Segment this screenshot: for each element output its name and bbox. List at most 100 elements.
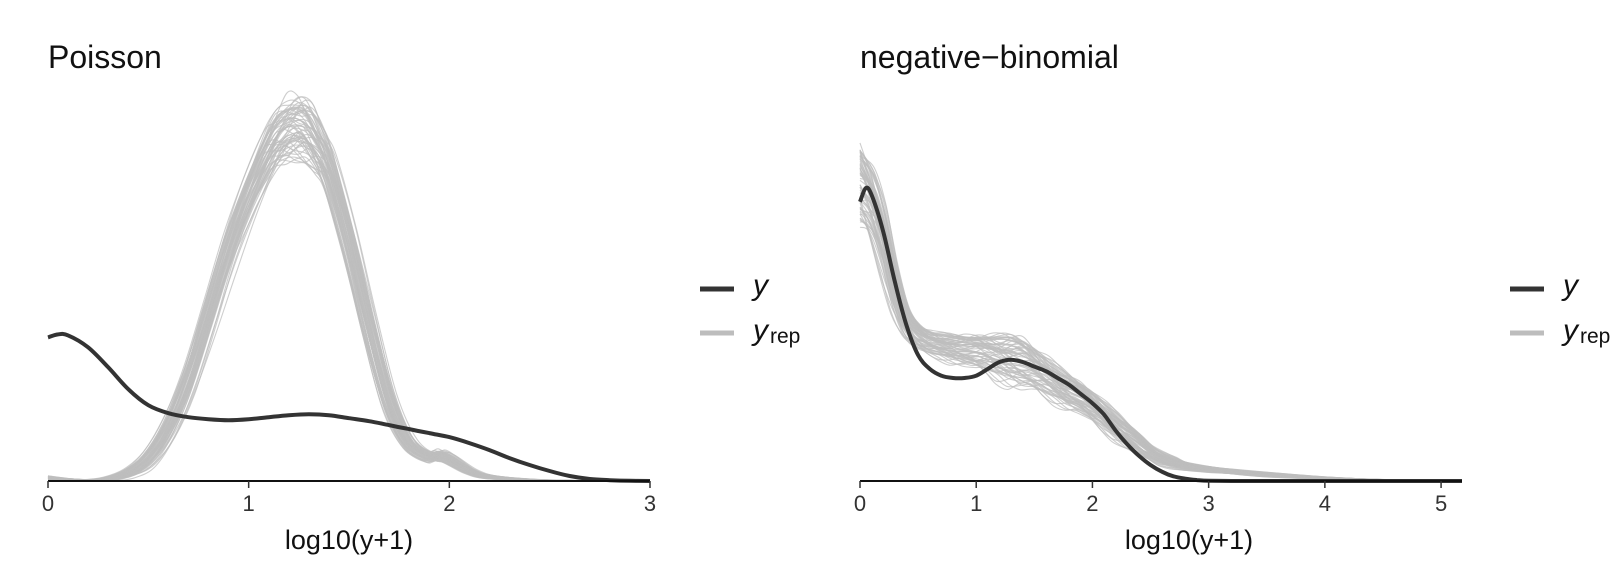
yrep-curve bbox=[47, 106, 649, 482]
yrep-curve bbox=[47, 99, 651, 482]
yrep-curve bbox=[859, 151, 1463, 482]
x-tick-label: 1 bbox=[243, 491, 255, 516]
yrep-curve bbox=[47, 104, 651, 482]
yrep-curve bbox=[859, 166, 1463, 482]
poisson-y-curve-group bbox=[47, 331, 651, 483]
negative-binomial-panel: negative−binomial 0 1 2 3 4 5 log10(y+1) bbox=[854, 39, 1463, 555]
yrep-curve bbox=[47, 138, 649, 482]
yrep-curve bbox=[47, 118, 644, 482]
yrep-curve bbox=[47, 116, 651, 482]
yrep-curve bbox=[47, 142, 650, 482]
yrep-curve bbox=[47, 124, 650, 482]
yrep-curve bbox=[859, 155, 1463, 482]
yrep-curve bbox=[859, 155, 1462, 482]
x-tick-label: 0 bbox=[42, 491, 54, 516]
x-tick-label: 1 bbox=[970, 491, 982, 516]
x-tick-label: 3 bbox=[644, 491, 656, 516]
yrep-curve bbox=[47, 110, 651, 482]
yrep-curve bbox=[47, 108, 648, 482]
yrep-curve bbox=[47, 140, 649, 482]
yrep-curve bbox=[859, 167, 1461, 482]
yrep-curve bbox=[859, 189, 1463, 482]
yrep-curve bbox=[859, 162, 1461, 482]
legend-yrep-main: y bbox=[751, 314, 770, 347]
yrep-curve bbox=[47, 119, 647, 482]
yrep-curve bbox=[47, 111, 651, 482]
yrep-curve bbox=[859, 200, 1460, 482]
yrep-curve bbox=[859, 172, 1463, 482]
yrep-curve bbox=[859, 158, 1458, 482]
yrep-curve bbox=[47, 96, 651, 482]
yrep-curve bbox=[859, 171, 1463, 482]
yrep-curve bbox=[47, 110, 651, 482]
legend-y-label: y bbox=[751, 269, 770, 302]
yrep-curve bbox=[47, 125, 651, 482]
yrep-curve bbox=[47, 145, 650, 482]
poisson-x-ticks: 0 1 2 3 bbox=[42, 481, 656, 516]
yrep-curve bbox=[859, 168, 1458, 482]
yrep-curve bbox=[47, 101, 651, 482]
yrep-curve bbox=[859, 142, 1463, 482]
yrep-curve bbox=[859, 177, 1463, 482]
yrep-curve bbox=[47, 140, 651, 482]
poisson-yrep-curves bbox=[47, 90, 651, 482]
yrep-curve bbox=[47, 144, 650, 482]
legend-y-label: y bbox=[1561, 269, 1580, 302]
legend-yrep-label: yrep bbox=[1561, 314, 1610, 348]
yrep-curve bbox=[859, 149, 1458, 482]
yrep-curve bbox=[859, 158, 1463, 482]
yrep-curve bbox=[859, 212, 1459, 482]
yrep-curve bbox=[859, 149, 1463, 482]
negative-binomial-title: negative−binomial bbox=[860, 39, 1119, 75]
yrep-curve bbox=[47, 145, 644, 482]
yrep-curve bbox=[859, 155, 1463, 482]
poisson-panel: Poisson 0 1 2 3 log10(y+1) bbox=[42, 39, 656, 555]
yrep-curve bbox=[859, 174, 1460, 482]
yrep-curve bbox=[47, 117, 651, 482]
x-tick-label: 2 bbox=[1086, 491, 1098, 516]
yrep-curve bbox=[47, 132, 649, 482]
yrep-curve bbox=[47, 135, 644, 482]
negbin-yrep-curves bbox=[859, 142, 1463, 482]
yrep-curve bbox=[859, 160, 1462, 482]
yrep-curve bbox=[47, 123, 651, 482]
yrep-curve bbox=[47, 136, 646, 482]
yrep-curve bbox=[47, 118, 651, 482]
yrep-curve bbox=[47, 142, 650, 482]
negbin-x-ticks: 0 1 2 3 4 5 bbox=[854, 481, 1447, 516]
legend-yrep-subscript: rep bbox=[1580, 325, 1610, 348]
poisson-legend: y yrep bbox=[700, 269, 800, 348]
yrep-curve bbox=[47, 117, 647, 482]
y-observed-curve bbox=[858, 185, 1462, 484]
x-tick-label: 4 bbox=[1319, 491, 1331, 516]
x-tick-label: 5 bbox=[1435, 491, 1447, 516]
yrep-curve bbox=[859, 168, 1463, 482]
yrep-curve bbox=[47, 117, 645, 482]
negbin-x-axis-label: log10(y+1) bbox=[1125, 525, 1253, 555]
yrep-curve bbox=[47, 99, 646, 482]
yrep-curve bbox=[859, 217, 1458, 482]
yrep-curve bbox=[47, 106, 645, 482]
yrep-curve bbox=[47, 131, 651, 482]
yrep-curve bbox=[47, 108, 646, 482]
yrep-curve bbox=[859, 169, 1463, 482]
yrep-curve bbox=[47, 104, 650, 482]
yrep-curve bbox=[859, 150, 1463, 482]
yrep-curve bbox=[47, 107, 649, 482]
yrep-curve bbox=[47, 129, 651, 482]
yrep-curve bbox=[859, 157, 1462, 482]
yrep-curve bbox=[47, 128, 651, 482]
legend-yrep-main: y bbox=[1561, 314, 1580, 347]
yrep-curve bbox=[47, 106, 651, 482]
yrep-curve bbox=[859, 173, 1463, 482]
y-observed-curve bbox=[47, 331, 651, 483]
yrep-curve bbox=[859, 172, 1463, 482]
negbin-y-curve-group bbox=[858, 185, 1462, 484]
yrep-curve bbox=[859, 150, 1463, 482]
yrep-curve bbox=[859, 152, 1462, 482]
yrep-curve bbox=[47, 125, 646, 482]
x-tick-label: 2 bbox=[443, 491, 455, 516]
yrep-curve bbox=[859, 154, 1463, 482]
yrep-curve bbox=[47, 109, 651, 482]
